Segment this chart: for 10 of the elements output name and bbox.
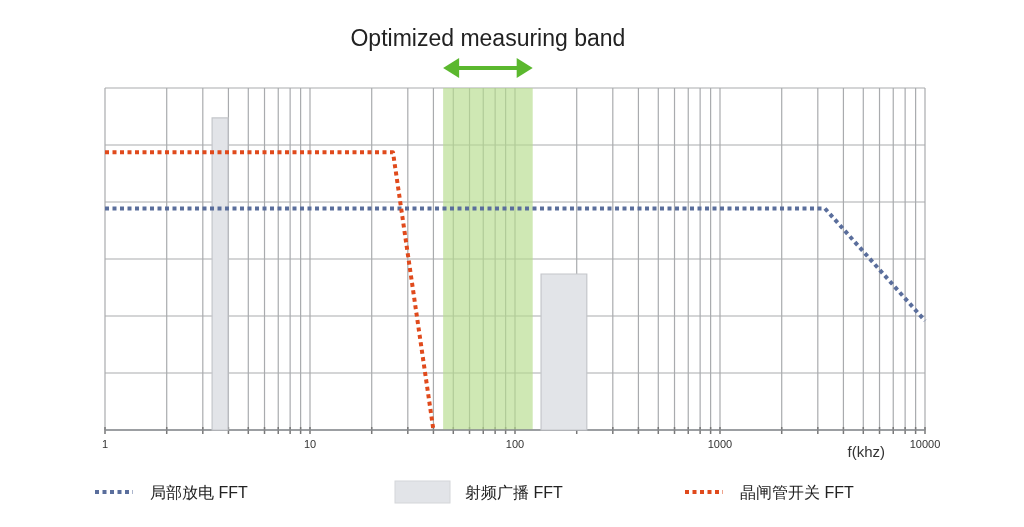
x-tick-label: 1000 (707, 438, 733, 450)
x-tick-label: 1 (101, 438, 109, 450)
x-axis-title: f(khz) (847, 443, 885, 460)
x-tick-label: 10000 (909, 438, 941, 450)
legend-label: 射频广播 FFT (465, 484, 563, 501)
x-tick-label: 10 (303, 438, 317, 450)
legend-label: 晶闸管开关 FFT (740, 484, 854, 501)
band-label: Optimized measuring band (350, 25, 626, 51)
x-tick-label: 100 (505, 438, 525, 450)
legend-label: 局部放电 FFT (150, 484, 248, 501)
